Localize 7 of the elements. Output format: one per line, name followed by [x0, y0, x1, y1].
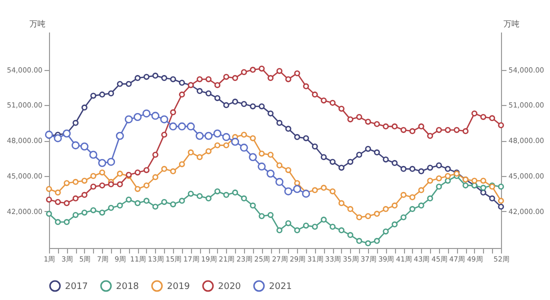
legend-label: 2018: [116, 282, 140, 292]
y-axis-title: 万吨: [30, 20, 46, 28]
y2-axis-title: 万吨: [504, 20, 520, 28]
legend-label: 2021: [269, 282, 292, 292]
legend-label: 2020: [218, 282, 242, 292]
legend-label: 2019: [167, 282, 190, 292]
legend-label: 2017: [65, 282, 88, 292]
